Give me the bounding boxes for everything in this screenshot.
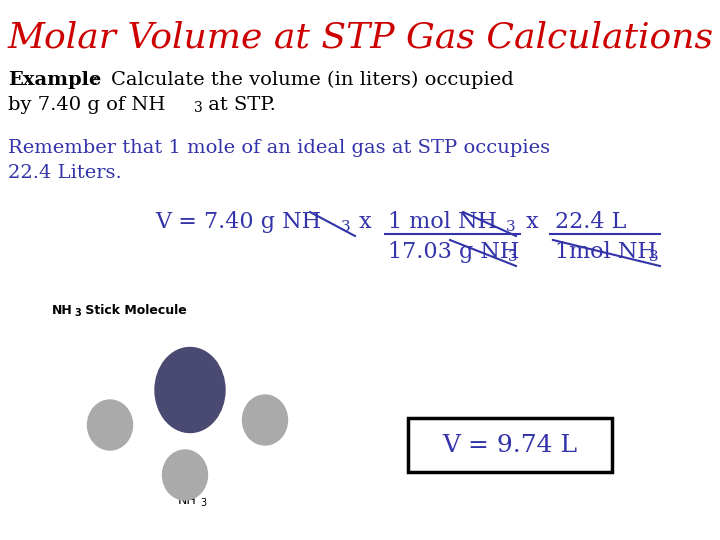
Text: 1 mol NH: 1 mol NH [388,211,497,233]
Text: V = 7.40 g NH: V = 7.40 g NH [155,211,321,233]
Text: 3: 3 [508,250,518,264]
Text: 1mol NH: 1mol NH [555,241,657,263]
Text: 3: 3 [194,101,203,115]
Text: Remember that 1 mole of an ideal gas at STP occupies: Remember that 1 mole of an ideal gas at … [8,139,550,157]
Text: NH: NH [52,303,73,316]
Text: V = 9.74 L: V = 9.74 L [442,434,577,456]
Text: :  Calculate the volume (in liters) occupied: : Calculate the volume (in liters) occup… [92,71,514,89]
Ellipse shape [243,395,287,445]
Text: 3: 3 [74,308,81,318]
Text: 3: 3 [506,220,516,234]
Text: 22.4 Liters.: 22.4 Liters. [8,164,122,182]
Text: Molar Volume at STP Gas Calculations: Molar Volume at STP Gas Calculations [8,21,714,55]
Text: 3: 3 [341,220,351,234]
Text: Example: Example [8,71,102,89]
Ellipse shape [155,348,225,433]
Text: 3: 3 [200,498,206,508]
FancyBboxPatch shape [408,418,612,472]
Text: x: x [519,211,546,233]
Text: at STP.: at STP. [202,96,276,114]
Text: 22.4 L: 22.4 L [555,211,626,233]
Text: NH: NH [178,494,197,507]
Text: Stick Molecule: Stick Molecule [81,303,186,316]
Ellipse shape [163,450,207,500]
Ellipse shape [88,400,132,450]
Text: 17.03 g NH: 17.03 g NH [388,241,519,263]
Text: x: x [352,211,379,233]
Text: by 7.40 g of NH: by 7.40 g of NH [8,96,166,114]
Text: 3: 3 [649,250,659,264]
